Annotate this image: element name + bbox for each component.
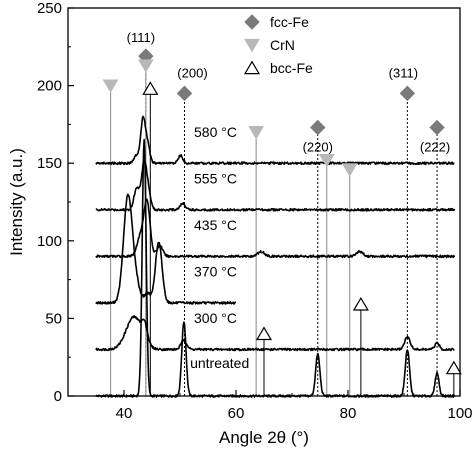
marker-fcc-fe-95-9 — [429, 119, 445, 136]
curve-untreated — [95, 138, 456, 398]
hkl-label-200: (200) — [177, 65, 207, 80]
curve-labels: untreated 300 °C 370 °C 435 °C 555 °C 580 °C — [190, 124, 249, 371]
legend: fcc-Fe CrN bcc-Fe — [243, 14, 313, 76]
curve-370-c — [95, 193, 237, 305]
curve-label-435-c: 435 °C — [194, 217, 237, 233]
y-tick-label-0: 0 — [54, 388, 62, 405]
phase-markers — [102, 48, 462, 375]
marker-bcc-fe-98-9 — [445, 360, 462, 375]
hkl-label-111: (111) — [127, 30, 155, 45]
marker-fcc-fe-90-6 — [399, 85, 416, 102]
hkl-labels: (111) (200) (220) (311) (222) — [127, 30, 451, 154]
x-tick-label-60: 60 — [228, 405, 245, 422]
marker-crn-37-6 — [102, 79, 119, 93]
marker-crn-63-6 — [248, 126, 265, 140]
marker-fcc-fe-50-8 — [176, 85, 193, 102]
marker-crn-80-3 — [341, 163, 358, 177]
x-tick-label-40: 40 — [116, 405, 133, 422]
legend-fcc-fe-marker — [244, 14, 260, 30]
hkl-label-220: (220) — [303, 140, 333, 155]
curve-label-300-c: 300 °C — [194, 310, 237, 326]
y-tick-label-250: 250 — [37, 0, 62, 17]
hkl-label-311: (311) — [389, 65, 418, 80]
marker-fcc-fe-74-6 — [310, 119, 326, 136]
axis-ticks: 40 60 80 100 0 50 100 150 200 250 — [37, 0, 473, 422]
marker-crn-76-2 — [318, 153, 335, 168]
curve-435-c — [95, 198, 456, 259]
x-tick-label-80: 80 — [340, 405, 357, 422]
y-tick-label-100: 100 — [37, 233, 62, 250]
y-tick-label-200: 200 — [37, 78, 62, 95]
curve-label-580-c: 580 °C — [194, 124, 237, 140]
y-axis-title: Intensity (a.u.) — [7, 148, 26, 256]
y-tick-label-150: 150 — [37, 155, 62, 172]
curve-label-370-c: 370 °C — [194, 263, 237, 279]
marker-bcc-fe-44-7 — [142, 81, 159, 95]
curve-label-555-c: 555 °C — [194, 170, 237, 186]
legend-fcc-fe-label: fcc-Fe — [270, 14, 309, 30]
marker-bcc-fe-82-3 — [352, 296, 369, 311]
marker-crn-43-9 — [137, 59, 154, 73]
legend-bcc-fe-marker — [243, 60, 261, 75]
x-tick-label-100: 100 — [447, 405, 472, 422]
curve-label-untreated: untreated — [190, 355, 249, 371]
curve-555-c — [95, 160, 456, 212]
reference-lines — [109, 56, 455, 396]
curve-580-c — [95, 115, 455, 166]
legend-crn-marker — [244, 38, 260, 53]
marker-bcc-fe-65 — [255, 326, 273, 341]
y-tick-label-50: 50 — [45, 310, 62, 327]
legend-crn-label: CrN — [270, 37, 295, 53]
x-axis-title: Angle 2θ (°) — [219, 428, 309, 447]
legend-bcc-fe-label: bcc-Fe — [270, 60, 313, 76]
hkl-label-222: (222) — [420, 140, 450, 155]
diffraction-curves — [95, 115, 456, 398]
curve-300-c — [95, 315, 455, 352]
